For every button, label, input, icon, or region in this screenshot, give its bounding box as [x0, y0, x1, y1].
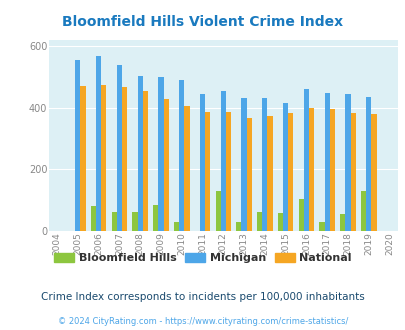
Bar — [163, 99, 168, 231]
Bar — [256, 213, 262, 231]
Bar — [319, 222, 324, 231]
Bar — [220, 91, 225, 231]
Bar — [339, 214, 345, 231]
Bar — [329, 109, 334, 231]
Bar — [80, 86, 85, 231]
Bar — [277, 214, 282, 231]
Bar — [262, 98, 267, 231]
Bar — [199, 94, 205, 231]
Bar — [345, 94, 350, 231]
Bar — [132, 212, 137, 231]
Bar — [303, 89, 308, 231]
Bar — [173, 222, 179, 231]
Bar — [101, 85, 106, 231]
Bar — [267, 116, 272, 231]
Bar — [236, 222, 241, 231]
Text: © 2024 CityRating.com - https://www.cityrating.com/crime-statistics/: © 2024 CityRating.com - https://www.city… — [58, 317, 347, 326]
Bar — [111, 212, 117, 231]
Bar — [205, 112, 210, 231]
Bar — [96, 56, 101, 231]
Bar — [215, 191, 220, 231]
Bar — [298, 199, 303, 231]
Bar — [246, 118, 251, 231]
Bar — [184, 106, 189, 231]
Bar — [282, 103, 288, 231]
Bar — [308, 108, 313, 231]
Bar — [350, 114, 355, 231]
Bar — [225, 112, 230, 231]
Bar — [365, 97, 371, 231]
Bar — [137, 76, 143, 231]
Legend: Bloomfield Hills, Michigan, National: Bloomfield Hills, Michigan, National — [51, 249, 354, 267]
Bar — [117, 65, 121, 231]
Bar — [143, 90, 147, 231]
Bar — [371, 114, 376, 231]
Text: Crime Index corresponds to incidents per 100,000 inhabitants: Crime Index corresponds to incidents per… — [41, 292, 364, 302]
Bar — [241, 98, 246, 231]
Bar — [91, 206, 96, 231]
Bar — [324, 93, 329, 231]
Bar — [360, 191, 365, 231]
Bar — [153, 205, 158, 231]
Bar — [75, 60, 80, 231]
Bar — [179, 80, 184, 231]
Bar — [288, 113, 293, 231]
Bar — [122, 87, 127, 231]
Bar — [158, 77, 163, 231]
Text: Bloomfield Hills Violent Crime Index: Bloomfield Hills Violent Crime Index — [62, 15, 343, 29]
